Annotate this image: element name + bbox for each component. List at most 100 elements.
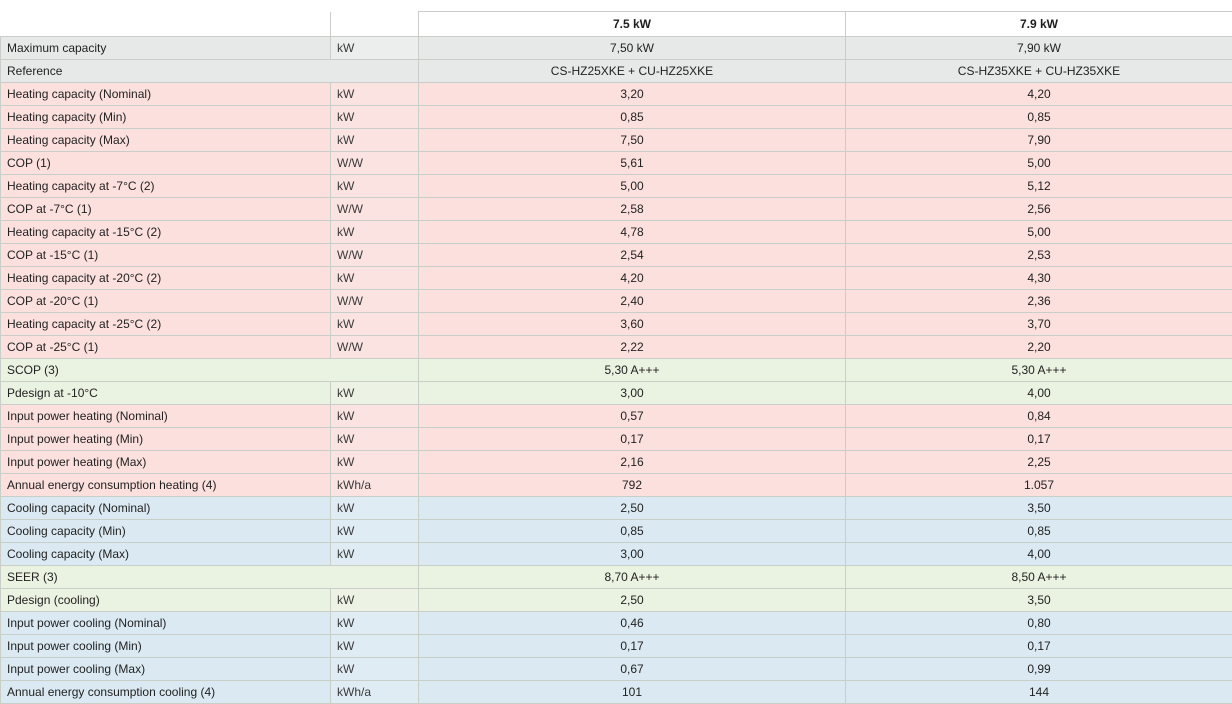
row-value-model-2: 5,30 A+++ <box>846 359 1232 382</box>
row-value-model-1: 2,50 <box>419 589 846 612</box>
row-label: COP (1) <box>1 152 331 175</box>
row-value-model-2: 0,99 <box>846 658 1232 681</box>
row-unit: W/W <box>331 336 419 359</box>
row-unit: kW <box>331 382 419 405</box>
row-value-model-1: 3,60 <box>419 313 846 336</box>
row-unit: W/W <box>331 244 419 267</box>
row-value-model-1: 3,00 <box>419 543 846 566</box>
row-label: Input power cooling (Nominal) <box>1 612 331 635</box>
row-value-model-1: 7,50 <box>419 129 846 152</box>
top-spacer-row <box>1 0 1232 12</box>
row-label: Heating capacity (Nominal) <box>1 83 331 106</box>
row-value-model-1: 0,17 <box>419 635 846 658</box>
row-label: Heating capacity at -7°C (2) <box>1 175 331 198</box>
row-unit: kW <box>331 428 419 451</box>
row-unit: kW <box>331 612 419 635</box>
row-value-model-2: 144 <box>846 681 1232 704</box>
row-value-model-1: 2,16 <box>419 451 846 474</box>
row-label: Heating capacity at -25°C (2) <box>1 313 331 336</box>
row-value-model-2: 0,80 <box>846 612 1232 635</box>
row-unit: kW <box>331 451 419 474</box>
row-unit: kW <box>331 405 419 428</box>
row-unit: kW <box>331 106 419 129</box>
row-value-model-2: 2,20 <box>846 336 1232 359</box>
row-label: COP at -7°C (1) <box>1 198 331 221</box>
row-value-model-2: 4,00 <box>846 543 1232 566</box>
row-unit: kW <box>331 658 419 681</box>
row-unit: kW <box>331 175 419 198</box>
row-value-model-2: 3,50 <box>846 589 1232 612</box>
row-value-model-1: 5,30 A+++ <box>419 359 846 382</box>
row-value-model-2: 0,17 <box>846 428 1232 451</box>
spacer-cell-model-1 <box>419 0 846 12</box>
row-label: COP at -25°C (1) <box>1 336 331 359</box>
row-label: Heating capacity (Min) <box>1 106 331 129</box>
spacer-cell-model-2 <box>846 0 1232 12</box>
row-unit: kW <box>331 221 419 244</box>
row-value-model-2: 2,25 <box>846 451 1232 474</box>
row-label: Cooling capacity (Min) <box>1 520 331 543</box>
row-unit: W/W <box>331 198 419 221</box>
header-blank-unit <box>331 12 419 37</box>
row-value-model-2: 5,12 <box>846 175 1232 198</box>
row-value-model-1: 0,67 <box>419 658 846 681</box>
table-header-row: 7.5 kW 7.9 kW <box>1 12 1232 37</box>
row-label: Pdesign at -10°C <box>1 382 331 405</box>
row-label: Input power heating (Nominal) <box>1 405 331 428</box>
row-value-model-2: CS-HZ35XKE + CU-HZ35XKE <box>846 60 1232 83</box>
row-label: Input power cooling (Max) <box>1 658 331 681</box>
column-header-model-2: 7.9 kW <box>846 12 1232 37</box>
row-value-model-2: 0,85 <box>846 106 1232 129</box>
row-value-model-2: 0,17 <box>846 635 1232 658</box>
row-label: Heating capacity (Max) <box>1 129 331 152</box>
row-value-model-1: 5,00 <box>419 175 846 198</box>
row-value-model-1: 2,50 <box>419 497 846 520</box>
table-row: Annual energy consumption cooling (4)kWh… <box>1 681 1232 704</box>
row-value-model-2: 4,30 <box>846 267 1232 290</box>
row-label: Heating capacity at -15°C (2) <box>1 221 331 244</box>
row-value-model-1: 3,20 <box>419 83 846 106</box>
row-unit: W/W <box>331 152 419 175</box>
row-label: COP at -20°C (1) <box>1 290 331 313</box>
row-value-model-1: 7,50 kW <box>419 37 846 60</box>
row-label-spanning-unit: Reference <box>1 60 419 83</box>
row-value-model-1: 3,00 <box>419 382 846 405</box>
row-value-model-1: 792 <box>419 474 846 497</box>
table-row: SEER (3)8,70 A+++8,50 A+++ <box>1 566 1232 589</box>
row-label: Input power cooling (Min) <box>1 635 331 658</box>
row-value-model-2: 2,36 <box>846 290 1232 313</box>
row-value-model-2: 0,84 <box>846 405 1232 428</box>
row-label-spanning-unit: SCOP (3) <box>1 359 419 382</box>
row-label: Cooling capacity (Nominal) <box>1 497 331 520</box>
row-value-model-1: 8,70 A+++ <box>419 566 846 589</box>
row-value-model-2: 2,53 <box>846 244 1232 267</box>
row-value-model-1: 101 <box>419 681 846 704</box>
row-value-model-1: 0,85 <box>419 520 846 543</box>
row-unit: kW <box>331 129 419 152</box>
row-value-model-2: 7,90 kW <box>846 37 1232 60</box>
row-label: Input power heating (Max) <box>1 451 331 474</box>
spacer-cell-label <box>1 0 331 12</box>
row-value-model-2: 2,56 <box>846 198 1232 221</box>
row-value-model-1: 2,58 <box>419 198 846 221</box>
row-value-model-1: 2,22 <box>419 336 846 359</box>
row-value-model-1: 2,54 <box>419 244 846 267</box>
